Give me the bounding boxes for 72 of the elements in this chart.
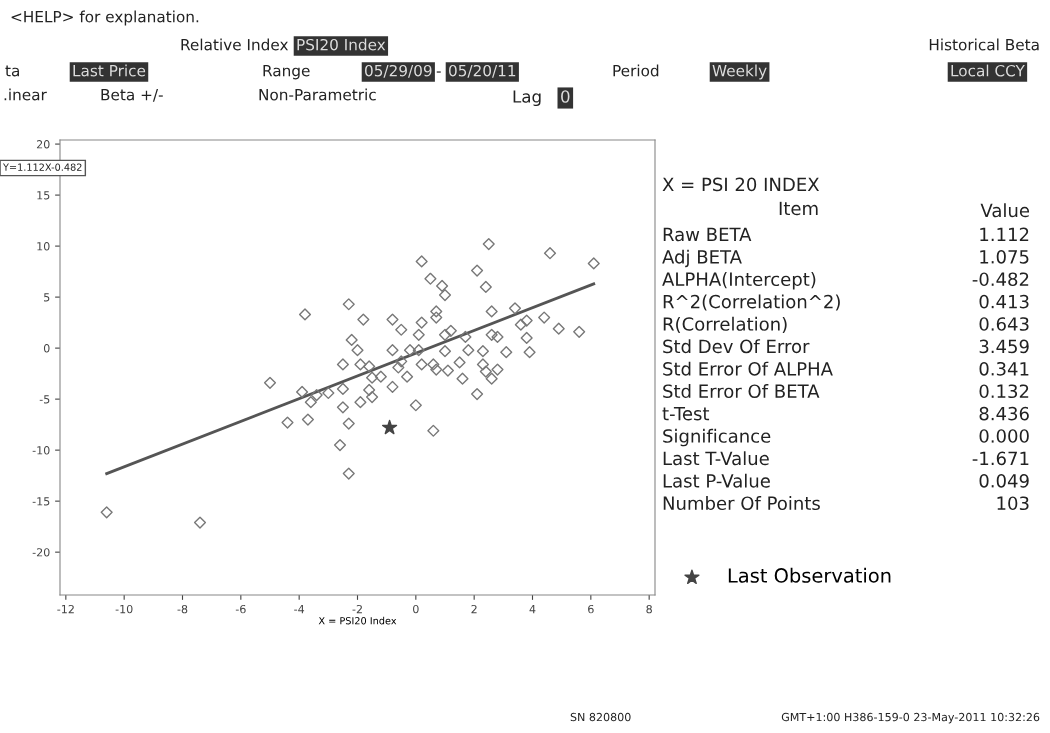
x-tick-label: -12	[57, 604, 74, 614]
x-tick-label: -10	[115, 604, 133, 614]
text: Relative Index	[181, 38, 289, 51]
text: Std Error Of ALPHA	[663, 361, 833, 376]
text: 0.000	[979, 429, 1029, 443]
text: -	[436, 71, 441, 73]
text: ta	[5, 65, 19, 77]
text: -1.671	[972, 451, 1029, 466]
text: 05/20/11	[449, 64, 516, 78]
text: R(Correlation)	[663, 316, 787, 333]
text: Last Price	[73, 64, 146, 77]
text: 8.436	[979, 406, 1029, 421]
text: Weekly	[712, 64, 767, 80]
text: Range	[263, 65, 310, 80]
text: Last T-Value	[663, 451, 769, 466]
y-tick-label: 10	[37, 242, 50, 251]
y-tick-label: -20	[32, 548, 50, 557]
text: Beta +/-	[101, 89, 163, 102]
text: ALPHA(Intercept)	[662, 272, 816, 290]
text: Last P-Value	[663, 473, 770, 488]
text: Value	[980, 203, 1030, 218]
text: X = PSI 20 INDEX	[662, 177, 820, 192]
text: 0.132	[979, 384, 1029, 399]
x-tick-label: 6	[588, 604, 594, 614]
y-tick-label: -10	[32, 446, 50, 455]
text: Non-Parametric	[259, 88, 376, 101]
text: -0.482	[972, 272, 1029, 287]
text: Local CCY	[951, 64, 1025, 77]
text: R^2(Correlation^2)	[663, 294, 840, 311]
text: 0.341	[979, 361, 1029, 376]
x-tick-label: -6	[235, 604, 246, 614]
y-tick-label: -5	[39, 395, 50, 404]
text: 05/29/09	[365, 64, 432, 78]
annotation: Y=1.112X-0.482	[2, 163, 82, 171]
x-tick-label: 0	[413, 604, 419, 614]
x-tick-label: 4	[529, 605, 536, 614]
text: 0	[561, 90, 570, 103]
text: <HELP> for explanation.	[11, 10, 199, 26]
x-tick-label: 8	[646, 604, 652, 614]
x-tick-label: -4	[294, 605, 305, 614]
text: Lag	[513, 90, 541, 107]
x-axis-title: X = PSI20 Index	[318, 616, 397, 625]
text: 1.075	[980, 249, 1029, 264]
text: PSI20 Index	[297, 38, 386, 51]
text: Raw BETA	[663, 227, 752, 242]
text: t-Test	[662, 407, 710, 421]
text: SN 820800	[570, 712, 631, 722]
text: Adj BETA	[662, 249, 742, 268]
x-tick-label: -8	[177, 604, 188, 614]
text: Number Of Points	[663, 496, 820, 511]
text: 0.643	[979, 317, 1029, 331]
text: Historical Beta	[929, 38, 1039, 51]
legend-label: Last Observation	[728, 567, 891, 583]
text: Significance	[663, 428, 771, 447]
y-tick-label: 15	[37, 191, 50, 200]
text: Std Dev Of Error	[663, 339, 810, 354]
text: .inear	[4, 88, 47, 101]
text: 103	[997, 496, 1029, 511]
text: Period	[613, 64, 659, 77]
text: GMT+1:00 H386-159-0 23-May-2011 10:32:26	[781, 712, 1040, 724]
text: Item	[779, 201, 818, 216]
text: Std Error Of BETA	[663, 384, 820, 399]
y-tick-label: 5	[44, 293, 50, 302]
y-tick-label: -15	[32, 497, 50, 506]
text: 3.459	[979, 339, 1029, 354]
x-tick-label: 2	[471, 604, 477, 614]
x-tick-label: -2	[352, 604, 362, 614]
y-tick-label: 0	[43, 344, 50, 353]
text: 1.112	[980, 227, 1029, 241]
text: 0.413	[979, 294, 1029, 309]
text: 0.049	[979, 473, 1029, 488]
y-tick-label: 20	[36, 140, 50, 149]
